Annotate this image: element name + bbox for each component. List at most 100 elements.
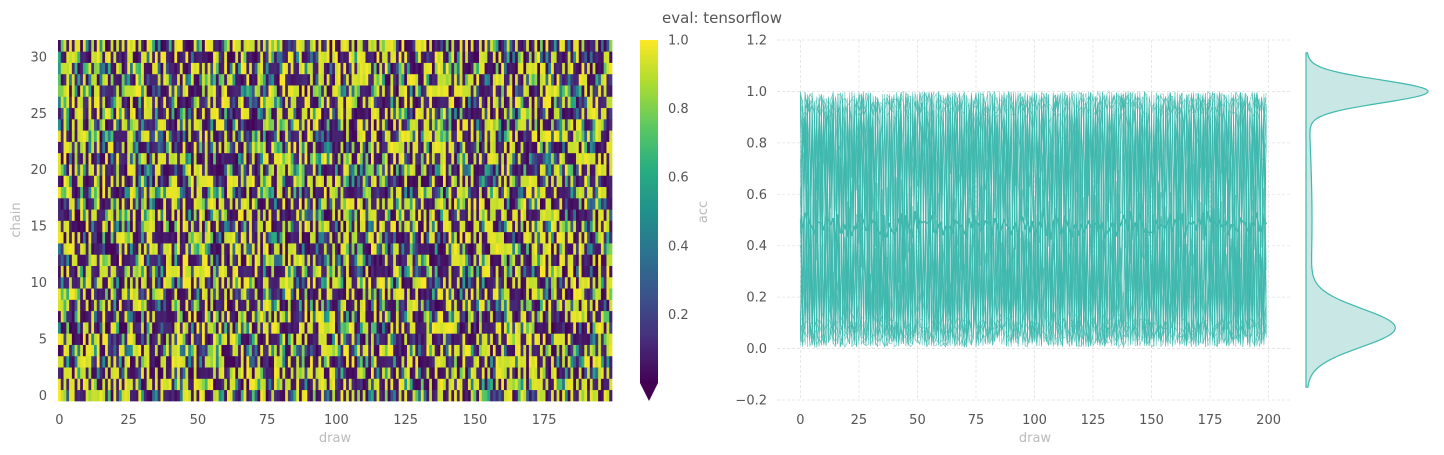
heatmap-cell [207, 254, 211, 266]
heatmap-cell [260, 288, 264, 300]
heatmap-cell [276, 333, 280, 345]
heatmap-cell [343, 197, 347, 210]
heatmap-cell [606, 310, 610, 323]
heatmap-cell [157, 186, 161, 199]
heatmap-cell [143, 141, 147, 154]
heatmap-cell [202, 265, 206, 278]
heatmap-cell [60, 186, 64, 199]
heatmap-cell [310, 254, 314, 266]
heatmap-cell [287, 276, 292, 289]
heatmap-cell [437, 243, 441, 255]
heatmap-cell [262, 344, 267, 357]
heatmap-cell [598, 209, 602, 221]
heatmap-cell [434, 164, 438, 176]
heatmap-cell [249, 141, 253, 154]
heatmap-cell [113, 209, 117, 221]
heatmap-cell [517, 367, 521, 379]
heatmap-cell [506, 288, 510, 300]
heatmap-cell [260, 243, 264, 255]
heatmap-cell [99, 299, 103, 312]
heatmap-cell [232, 288, 236, 300]
heatmap-cell [384, 355, 388, 368]
heatmap-cell [343, 310, 347, 323]
heatmap-cell [287, 175, 292, 188]
heatmap-cell [479, 378, 483, 391]
heatmap-cell [318, 322, 322, 334]
heatmap-cell [301, 355, 305, 368]
heatmap-cell [562, 175, 566, 188]
heatmap-cell [265, 186, 269, 199]
heatmap-cell [584, 197, 588, 210]
heatmap-cell [71, 243, 75, 255]
heatmap-cell [138, 152, 142, 165]
heatmap-cell [384, 118, 388, 131]
heatmap-cell [160, 130, 164, 142]
heatmap-cell [473, 243, 477, 255]
heatmap-cell [523, 310, 527, 323]
heatmap-cell [226, 130, 231, 142]
heatmap-cell [567, 378, 571, 391]
heatmap-cell [88, 333, 92, 345]
heatmap-cell [199, 175, 203, 188]
heatmap-cell [224, 299, 228, 312]
heatmap-cell [459, 310, 463, 323]
heatmap-cell [110, 254, 114, 266]
heatmap-cell [515, 355, 519, 368]
heatmap-cell [343, 186, 347, 199]
heatmap-cell [393, 141, 397, 154]
heatmap-cell [213, 175, 217, 188]
heatmap-cell [354, 186, 358, 199]
heatmap-cell [539, 322, 544, 334]
heatmap-cell [587, 288, 591, 300]
heatmap-cell [179, 367, 183, 379]
heatmap-cell [301, 209, 305, 221]
heatmap-cell [598, 130, 602, 142]
heatmap-cell [221, 265, 225, 278]
heatmap-cell [224, 130, 228, 142]
heatmap-cell [445, 130, 449, 142]
heatmap-cell [335, 355, 339, 368]
heatmap-cell [310, 197, 314, 210]
heatmap-row [58, 118, 613, 131]
heatmap-cell [573, 186, 577, 199]
heatmap-cell [562, 231, 566, 244]
heatmap-cell [168, 243, 172, 255]
heatmap-cell [340, 276, 344, 289]
heatmap-cell [487, 130, 491, 142]
heatmap-cell [240, 389, 244, 402]
heatmap-cell [332, 288, 336, 300]
heatmap-cell [407, 276, 411, 289]
heatmap-cell [243, 276, 247, 289]
heatmap-cell [257, 254, 261, 266]
heatmap-cell [423, 355, 427, 368]
heatmap-cell [382, 389, 386, 402]
heatmap-cell [221, 175, 225, 188]
heatmap-cell [262, 220, 267, 233]
heatmap-cell [185, 310, 189, 323]
heatmap-cell [515, 243, 519, 255]
heatmap-cell [603, 288, 607, 300]
heatmap-cell [376, 152, 380, 165]
heatmap-cell [603, 389, 607, 402]
heatmap-cell [102, 175, 106, 188]
heatmap-cell [575, 333, 580, 345]
heatmap-cell [315, 164, 319, 176]
heatmap-cell [409, 299, 413, 312]
heatmap-cell [307, 197, 311, 210]
heatmap-cell [193, 164, 197, 176]
heatmap-cell [578, 322, 582, 334]
heatmap-cell [279, 209, 283, 221]
heatmap-cell [495, 310, 499, 323]
heatmap-cell [575, 209, 580, 221]
heatmap-cell [589, 333, 593, 345]
heatmap-cell [346, 265, 350, 278]
heatmap-cell [573, 175, 577, 188]
heatmap-cell [401, 322, 405, 334]
heatmap-cell [326, 164, 330, 176]
heatmap-cell [204, 164, 208, 176]
heatmap-cell [226, 333, 231, 345]
heatmap-cell [249, 220, 253, 233]
heatmap-cell [60, 197, 64, 210]
heatmap-cell [298, 265, 303, 278]
